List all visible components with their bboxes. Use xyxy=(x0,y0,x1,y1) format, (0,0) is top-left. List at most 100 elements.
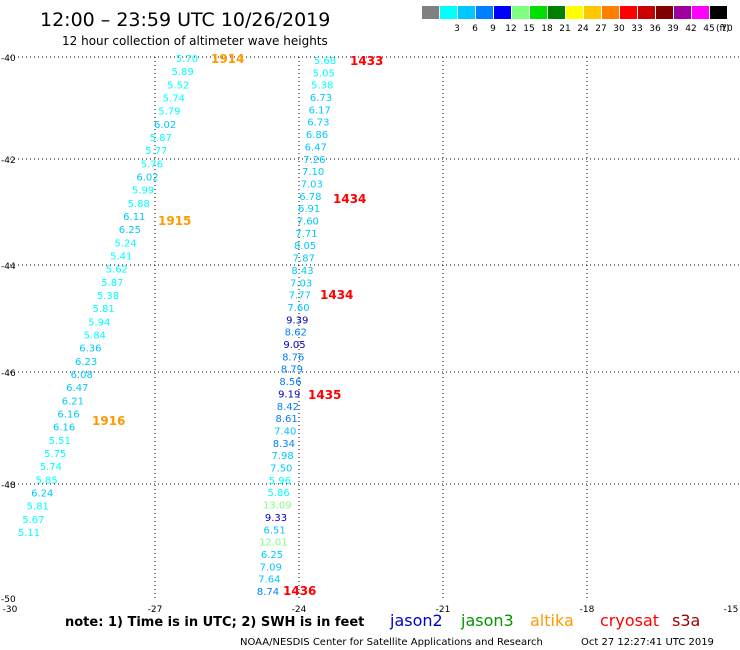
wave-height-label: 5.85 xyxy=(35,475,57,486)
wave-height-label: 5.62 xyxy=(106,265,128,276)
wave-height-label: 5.77 xyxy=(145,146,167,157)
legend-label: 6 xyxy=(472,24,478,34)
wave-height-label: 6.51 xyxy=(263,525,285,536)
wave-height-label: 6.21 xyxy=(62,396,84,407)
wave-height-label: 5.76 xyxy=(141,159,163,170)
lat-tick-label: -50 xyxy=(1,595,16,605)
wave-height-label: 5.41 xyxy=(110,252,132,263)
wave-height-label: 7.87 xyxy=(293,254,315,265)
wave-height-label: 8.61 xyxy=(275,414,297,425)
wave-height-label: 7.03 xyxy=(301,180,323,191)
wave-height-label: 5.68 xyxy=(314,56,336,67)
wave-height-label: 6.08 xyxy=(71,370,93,381)
legend-swatch xyxy=(512,6,529,19)
wave-height-label: 5.74 xyxy=(40,462,62,473)
page-title: 12:00 – 23:59 UTC 10/26/2019 xyxy=(40,9,330,31)
legend-label: 15 xyxy=(523,24,534,34)
legend-swatch xyxy=(422,6,439,19)
wave-height-label: 8.34 xyxy=(273,439,295,450)
wave-height-label: 5.24 xyxy=(114,238,136,249)
wave-height-label: 8.62 xyxy=(285,328,307,339)
legend-swatch xyxy=(656,6,673,19)
wave-height-label: 6.02 xyxy=(154,120,176,131)
legend-swatch xyxy=(566,6,583,19)
wave-height-label: 5.74 xyxy=(163,94,185,105)
pass-time-label: 1434 xyxy=(320,288,353,302)
wave-height-label: 5.05 xyxy=(313,68,335,79)
wave-height-label: 5.75 xyxy=(44,449,66,460)
wave-height-label: 5.87 xyxy=(150,133,172,144)
legend-swatch xyxy=(710,6,727,19)
lat-tick-label: -44 xyxy=(1,262,16,272)
wave-height-label: 7.09 xyxy=(260,562,282,573)
wave-height-label: 7.50 xyxy=(270,464,292,475)
legend-label: 39 xyxy=(667,24,679,34)
pass-time-label: 1915 xyxy=(158,214,191,228)
wave-height-label: 5.99 xyxy=(132,186,154,197)
pass-time-label: 1435 xyxy=(308,388,341,402)
wave-height-label: 9.19 xyxy=(278,389,300,400)
wave-height-label: 6.91 xyxy=(298,204,320,215)
legend-swatch xyxy=(584,6,601,19)
wave-height-label: 5.52 xyxy=(167,80,189,91)
wave-height-label: 5.51 xyxy=(49,436,71,447)
legend-swatch xyxy=(602,6,619,19)
legend-swatch xyxy=(476,6,493,19)
lat-tick-label: -40 xyxy=(1,54,16,64)
pass-time-label: 1433 xyxy=(350,54,383,68)
wave-height-label: 5.79 xyxy=(158,107,180,118)
legend-label: 12 xyxy=(505,24,516,34)
wave-height-label: 8.05 xyxy=(294,241,316,252)
legend-label: 18 xyxy=(541,24,553,34)
legend-label: 45 xyxy=(703,24,714,34)
pass-time-label: 1914 xyxy=(211,52,244,66)
legend-swatch xyxy=(620,6,637,19)
wave-height-label: 6.47 xyxy=(66,383,88,394)
lon-tick-label: -30 xyxy=(3,605,18,615)
legend-swatch xyxy=(494,6,511,19)
wave-height-label: 9.39 xyxy=(286,315,308,326)
wave-height-label: 13.09 xyxy=(263,501,292,512)
pass-time-label: 1436 xyxy=(283,584,316,598)
wave-height-label: 6.25 xyxy=(261,550,283,561)
wave-height-label: 6.73 xyxy=(307,118,329,129)
wave-height-label: 8.56 xyxy=(279,377,301,388)
legend-label: 33 xyxy=(631,24,642,34)
wave-height-label: 8.74 xyxy=(257,587,279,598)
wave-height-label: 5.11 xyxy=(18,528,40,539)
altimeter-map-page: 12:00 – 23:59 UTC 10/26/2019 12 hour col… xyxy=(0,0,740,650)
wave-height-label: 7.77 xyxy=(289,291,311,302)
lon-tick-label: -27 xyxy=(148,605,163,615)
color-scale-legend: 3 6 9 12 15 18 21 24 27 30 33 36 39 42 45 70(ft) xyxy=(422,6,733,34)
wave-height-label: 7.71 xyxy=(295,229,317,240)
satellite-legend: jason2 jason3 altika cryosat s3a xyxy=(389,611,700,630)
legend-swatch xyxy=(530,6,547,19)
wave-height-label: 7.03 xyxy=(290,278,312,289)
wave-height-label: 6.73 xyxy=(310,93,332,104)
lat-tick-label: -42 xyxy=(1,156,16,166)
legend-label: 30 xyxy=(613,24,625,34)
wave-height-label: 5.38 xyxy=(97,291,119,302)
wave-height-label: 7.98 xyxy=(271,451,293,462)
legend-label: 36 xyxy=(649,24,661,34)
satellite-name-jason2: jason2 xyxy=(389,611,443,630)
legend-label: 9 xyxy=(490,24,496,34)
map-axes: -30 -27 -24 -21 -18 -15 -40 -42 -44 -46 -48 -50 xyxy=(1,54,738,615)
footer-timestamp: Oct 27 12:27:41 UTC 2019 xyxy=(581,637,714,648)
map-canvas: 12:00 – 23:59 UTC 10/26/2019 12 hour col… xyxy=(0,0,740,650)
wave-height-label: 6.25 xyxy=(119,225,141,236)
wave-height-label: 6.16 xyxy=(57,410,79,421)
satellite-name-jason3: jason3 xyxy=(460,611,514,630)
wave-height-label: 7.64 xyxy=(258,575,280,586)
page-subtitle: 12 hour collection of altimeter wave hei… xyxy=(62,34,328,48)
lat-tick-label: -48 xyxy=(1,481,16,491)
wave-height-label: 5.84 xyxy=(84,331,106,342)
legend-swatch xyxy=(638,6,655,19)
wave-height-label: 6.23 xyxy=(75,357,97,368)
wave-height-label: 5.70 xyxy=(176,54,198,65)
wave-height-label: 5.88 xyxy=(128,199,150,210)
legend-swatch xyxy=(458,6,475,19)
wave-height-label: 8.42 xyxy=(277,402,299,413)
wave-height-label: 5.87 xyxy=(101,278,123,289)
wave-height-label: 6.47 xyxy=(305,142,327,153)
